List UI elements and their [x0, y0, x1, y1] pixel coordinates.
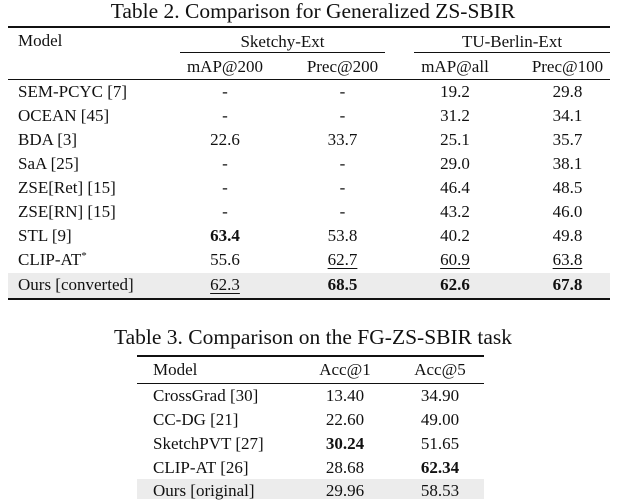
- table-cell: 33.7: [327, 130, 358, 149]
- table-cell: 19.2: [440, 82, 470, 101]
- table-cell: 43.2: [440, 202, 470, 221]
- table-cell-best: 30.24: [325, 434, 365, 453]
- table-cell: 13.40: [325, 386, 365, 405]
- table-cell: -: [222, 82, 228, 101]
- table-cell-best: 68.5: [327, 275, 358, 294]
- table-cell: 34.1: [552, 106, 583, 125]
- table-row-model: CLIP-AT [26]: [153, 458, 249, 477]
- table-row-model: CrossGrad [30]: [153, 386, 259, 405]
- header-rule: [8, 79, 610, 80]
- table-cell: 46.4: [440, 178, 470, 197]
- table-row-model: ZSE[Ret] [15]: [18, 178, 116, 197]
- table-row-model: Ours [converted]: [18, 275, 134, 294]
- underlined-value: 62.3: [210, 275, 240, 294]
- table-cell: -: [222, 178, 228, 197]
- group-rule-sketchy: [180, 52, 385, 53]
- col-header: Prec@200: [306, 57, 379, 76]
- table-cell-best: 63.4: [210, 226, 240, 245]
- table-cell: 29.96: [325, 481, 365, 500]
- col-header: Prec@100: [531, 57, 604, 76]
- table-cell: -: [222, 154, 228, 173]
- table-cell: -: [222, 106, 228, 125]
- highlight-row-bg: [137, 479, 484, 499]
- table-cell: -: [222, 202, 228, 221]
- table-row-model: SaA [25]: [18, 154, 79, 173]
- col-header-model: Model: [153, 360, 198, 379]
- table-row-model: STL [9]: [18, 226, 72, 245]
- table-row-model: SketchPVT [27]: [153, 434, 264, 453]
- table-cell: -: [339, 178, 346, 197]
- highlight-row-bg: [8, 273, 610, 298]
- table-cell: 34.90: [420, 386, 460, 405]
- table-cell: 31.2: [440, 106, 470, 125]
- table-cell: 29.0: [440, 154, 470, 173]
- asterisk-mark: *: [81, 250, 87, 262]
- col-header: Acc@5: [414, 360, 466, 379]
- table-cell: -: [339, 82, 346, 101]
- table-cell: 38.1: [552, 154, 583, 173]
- table-cell: 35.7: [552, 130, 583, 149]
- top-rule: [137, 355, 484, 357]
- table-cell: 49.00: [420, 410, 460, 429]
- table-row-model: OCEAN [45]: [18, 106, 110, 125]
- group-header-sketchy-ext: Sketchy-Ext: [240, 32, 325, 51]
- table-cell: 28.68: [325, 458, 365, 477]
- underlined-value: 63.8: [552, 250, 583, 269]
- table-cell-best: 62.6: [440, 275, 470, 294]
- table-row-model: CLIP-AT*: [18, 248, 87, 272]
- table-cell-best: 67.8: [552, 275, 583, 294]
- col-header: mAP@200: [186, 57, 264, 76]
- table-cell: 51.65: [420, 434, 460, 453]
- table-row-model: SEM-PCYC [7]: [18, 82, 128, 101]
- col-header: mAP@all: [421, 57, 489, 76]
- model-name: CLIP-AT: [18, 250, 82, 269]
- table-cell-second: 62.3: [180, 273, 270, 297]
- table-row-model: BDA [3]: [18, 130, 78, 149]
- top-rule: [8, 26, 610, 28]
- table-cell: 53.8: [327, 226, 358, 245]
- table-cell: -: [339, 106, 346, 125]
- underlined-value: 62.7: [327, 250, 358, 269]
- table-cell-second: 62.7: [295, 248, 390, 272]
- table-cell: 55.6: [210, 250, 240, 269]
- table-2-caption: Table 2. Comparison for Generalized ZS-S…: [110, 0, 516, 23]
- table-cell: -: [339, 154, 346, 173]
- table-cell: 46.0: [552, 202, 583, 221]
- table-cell: -: [339, 202, 346, 221]
- table-cell: 22.6: [210, 130, 240, 149]
- table-cell: 22.60: [325, 410, 365, 429]
- table-cell-second: 60.9: [410, 248, 500, 272]
- table-cell: 25.1: [440, 130, 470, 149]
- table-row-model: ZSE[RN] [15]: [18, 202, 116, 221]
- table-cell: 48.5: [552, 178, 583, 197]
- table-cell: 29.8: [552, 82, 583, 101]
- table-cell: 58.53: [420, 481, 460, 500]
- table-cell-best: 62.34: [420, 458, 460, 477]
- table-cell: 49.8: [552, 226, 583, 245]
- table-row-model: CC-DG [21]: [153, 410, 239, 429]
- header-rule: [137, 383, 484, 384]
- table-cell: 40.2: [440, 226, 470, 245]
- group-rule-tu-berlin: [414, 52, 610, 53]
- col-header: Acc@1: [319, 360, 371, 379]
- model-header: Model: [18, 31, 63, 50]
- group-header-tu-berlin-ext: TU-Berlin-Ext: [461, 32, 563, 51]
- table-3-caption: Table 3. Comparison on the FG-ZS-SBIR ta…: [113, 325, 512, 349]
- bottom-rule: [8, 298, 610, 300]
- table-row-model: Ours [original]: [153, 481, 255, 500]
- table-cell-second: 63.8: [520, 248, 615, 272]
- underlined-value: 60.9: [440, 250, 470, 269]
